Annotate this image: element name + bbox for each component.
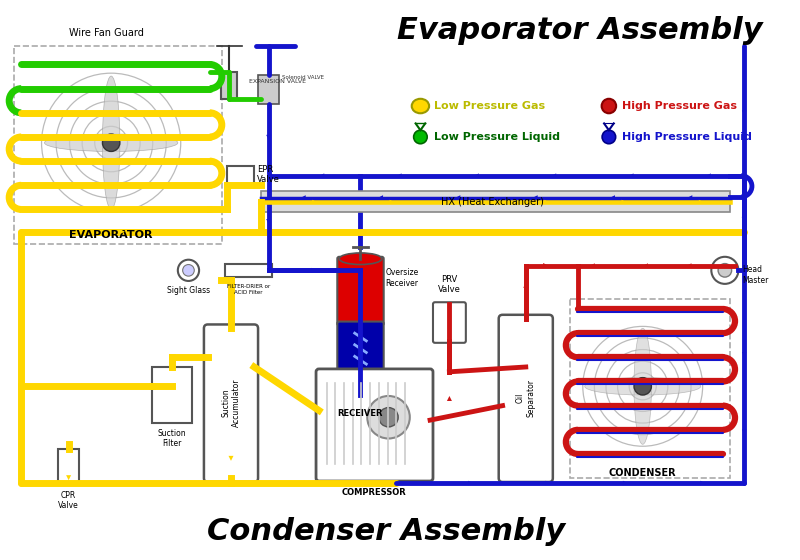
Text: RECEIVER: RECEIVER: [338, 409, 383, 418]
Circle shape: [711, 257, 738, 284]
Circle shape: [718, 264, 732, 277]
Bar: [58, 449, 79, 483]
FancyBboxPatch shape: [338, 257, 384, 325]
FancyBboxPatch shape: [204, 324, 258, 482]
Circle shape: [602, 130, 616, 144]
Bar: [258, 75, 279, 104]
Text: HX (Heat Exchanger): HX (Heat Exchanger): [442, 197, 544, 207]
Ellipse shape: [45, 134, 178, 151]
Circle shape: [178, 260, 199, 281]
Bar: [261, 191, 730, 212]
Text: Wire Fan Guard: Wire Fan Guard: [69, 29, 144, 39]
Bar: [14, 46, 222, 244]
FancyBboxPatch shape: [338, 321, 384, 390]
FancyBboxPatch shape: [316, 369, 433, 481]
Text: EVAPORATOR: EVAPORATOR: [70, 230, 153, 240]
Text: CONDENSER: CONDENSER: [609, 469, 677, 478]
Ellipse shape: [102, 76, 120, 209]
Text: Low Pressure Gas: Low Pressure Gas: [434, 101, 545, 111]
Text: Condenser Assembly: Condenser Assembly: [207, 517, 566, 546]
Circle shape: [102, 134, 120, 151]
Text: High Pressure Liquid: High Pressure Liquid: [622, 132, 752, 142]
Ellipse shape: [339, 384, 382, 395]
Text: CPR
Valve: CPR Valve: [58, 491, 79, 510]
Text: Head
Master: Head Master: [742, 265, 769, 285]
Circle shape: [379, 408, 398, 427]
Text: FILTER-DRIER or
ACID Filter: FILTER-DRIER or ACID Filter: [226, 284, 270, 295]
Text: Oil
Separator: Oil Separator: [516, 379, 535, 417]
Text: Suction
Accumulator: Suction Accumulator: [222, 379, 241, 427]
Text: COMPRESSOR: COMPRESSOR: [342, 488, 406, 497]
Bar: [152, 367, 192, 423]
Text: EPR
Valve: EPR Valve: [257, 165, 280, 184]
Text: Solenoid VALVE: Solenoid VALVE: [282, 75, 324, 80]
Text: EXPANSION VALVE: EXPANSION VALVE: [250, 79, 306, 84]
Bar: [222, 72, 237, 99]
Bar: [570, 300, 730, 478]
FancyBboxPatch shape: [433, 302, 466, 343]
Text: Low Pressure Liquid: Low Pressure Liquid: [434, 132, 560, 142]
Text: PRV
Valve: PRV Valve: [438, 275, 461, 295]
Ellipse shape: [602, 99, 616, 113]
Ellipse shape: [339, 253, 382, 264]
Text: High Pressure Gas: High Pressure Gas: [622, 101, 738, 111]
Circle shape: [367, 396, 410, 438]
Circle shape: [414, 130, 427, 144]
Text: Oversize
Receiver: Oversize Receiver: [386, 268, 419, 288]
FancyBboxPatch shape: [498, 315, 553, 482]
Ellipse shape: [634, 328, 651, 444]
Ellipse shape: [585, 377, 701, 395]
Bar: [227, 166, 254, 185]
Ellipse shape: [412, 99, 429, 113]
Bar: [225, 264, 271, 277]
Text: Suction
Filter: Suction Filter: [158, 429, 186, 448]
Text: Sight Glass: Sight Glass: [167, 286, 210, 295]
Circle shape: [182, 264, 194, 276]
Text: Evaporator Assembly: Evaporator Assembly: [397, 16, 762, 45]
Circle shape: [634, 377, 651, 395]
